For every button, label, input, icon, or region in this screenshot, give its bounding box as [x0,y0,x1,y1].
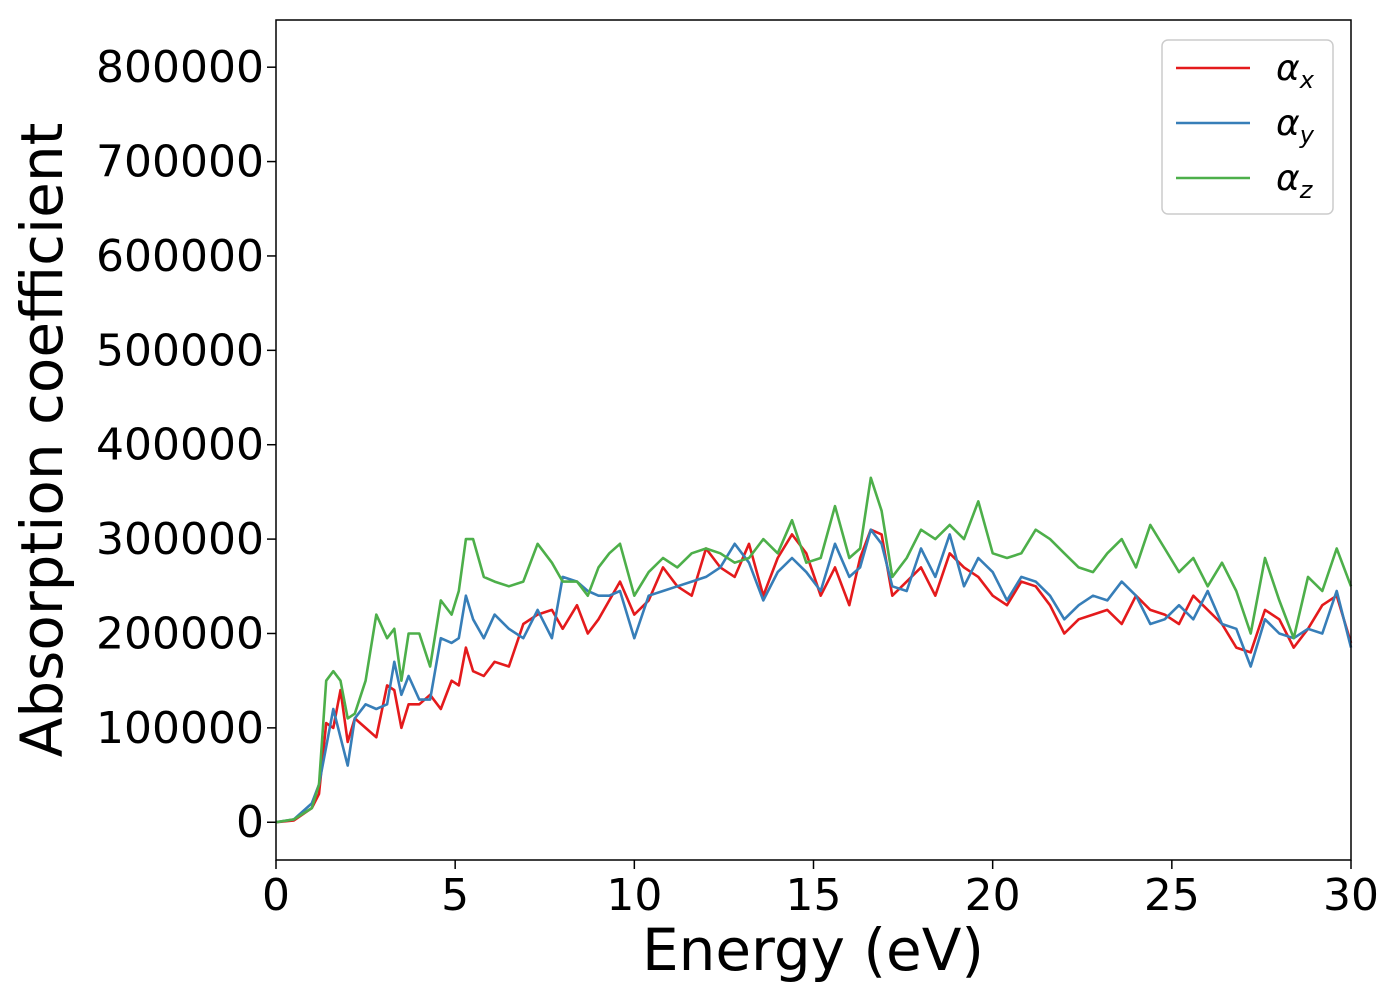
legend-subscript: y [1299,121,1315,149]
legend-box [1161,39,1334,215]
series-line-alpha-x [275,528,1353,824]
legend-label: αx [1276,48,1315,94]
x-tick-label: 5 [441,870,469,921]
y-tick-label: 200000 [96,608,264,659]
series-line-alpha-y [275,528,1353,824]
y-tick-label: 400000 [96,420,264,471]
x-axis-label: Energy (eV) [642,916,984,984]
y-axis-label: Absorption coefficient [8,123,76,758]
y-tick-label: 300000 [96,514,264,565]
y-tick-label: 600000 [96,231,264,282]
y-axis: 0 100000 200000 300000 400000 500000 600000 700… [96,42,276,848]
legend-symbol: α [1276,48,1300,89]
legend-symbol: α [1276,103,1300,144]
x-tick-label: 25 [1144,870,1200,921]
y-tick-label: 100000 [96,703,264,754]
y-tick-label: 0 [236,797,264,848]
legend-label: αz [1276,158,1314,204]
x-tick-label: 10 [606,870,662,921]
y-tick-label: 500000 [96,325,264,376]
legend-subscript: x [1299,66,1315,94]
x-axis: 0 5 10 15 20 25 30 [262,860,1379,921]
legend-subscript: z [1299,176,1314,204]
x-tick-label: 15 [786,870,842,921]
legend-label: αy [1276,103,1315,149]
y-tick-label: 700000 [96,137,264,188]
x-tick-label: 20 [965,870,1021,921]
legend-symbol: α [1276,158,1300,199]
x-tick-label: 30 [1323,870,1379,921]
y-tick-label: 800000 [96,42,264,93]
x-tick-label: 0 [262,870,290,921]
series-layer [275,476,1353,824]
series-line-alpha-z [275,476,1353,824]
